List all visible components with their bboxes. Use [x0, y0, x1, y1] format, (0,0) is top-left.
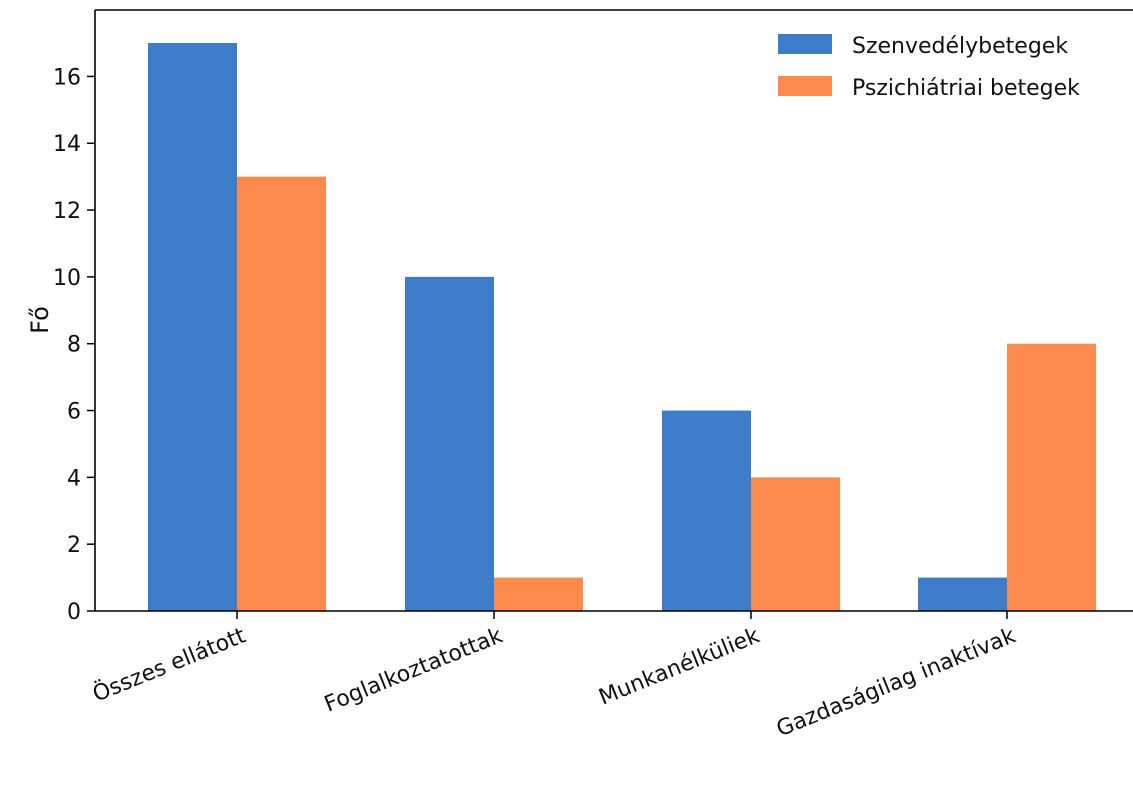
y-tick-label: 2: [67, 533, 81, 558]
bars-group: [148, 43, 1096, 611]
x-tick-label: Gazdaságilag inaktívak: [773, 623, 1019, 742]
y-tick-label: 10: [53, 266, 81, 291]
bar-pszichiatriai-1: [494, 577, 583, 611]
bar-szenvedelybetegek-1: [405, 276, 494, 611]
legend-label: Szenvedélybetegek: [852, 34, 1068, 59]
y-tick-label: 4: [67, 466, 81, 491]
bar-szenvedelybetegek-2: [662, 410, 751, 611]
bar-szenvedelybetegek-0: [148, 43, 237, 611]
legend-swatch: [778, 34, 832, 54]
bar-szenvedelybetegek-3: [918, 577, 1007, 611]
y-tick-label: 12: [53, 199, 81, 224]
x-tick-label: Foglalkoztatottak: [321, 623, 506, 717]
legend-label: Pszichiátriai betegek: [852, 76, 1080, 101]
y-tick-label: 8: [67, 333, 81, 358]
y-tick-label: 16: [53, 65, 81, 90]
legend-swatch: [778, 76, 832, 96]
y-tick-label: 6: [67, 400, 81, 425]
bar-pszichiatriai-3: [1007, 343, 1096, 611]
x-tick-label: Munkanélküliek: [596, 623, 764, 710]
y-axis: 0 2 4 6 8 10 12 14 16: [53, 65, 95, 625]
bar-pszichiatriai-0: [237, 176, 326, 611]
bar-pszichiatriai-2: [751, 477, 840, 611]
x-tick-label: Összes ellátott: [89, 622, 250, 707]
y-tick-label: 0: [67, 600, 81, 625]
y-axis-label: Fő: [26, 306, 54, 334]
y-tick-label: 14: [53, 132, 81, 157]
x-axis: Összes ellátott Foglalkoztatottak Munkanél…: [89, 611, 1019, 742]
legend: Szenvedélybetegek Pszichiátriai betegek: [778, 34, 1080, 101]
